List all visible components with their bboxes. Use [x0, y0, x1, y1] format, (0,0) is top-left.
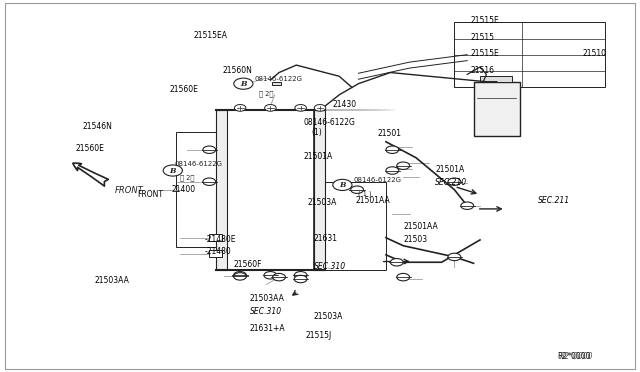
Text: 21546N: 21546N [82, 122, 112, 131]
Circle shape [294, 272, 307, 279]
Circle shape [461, 202, 474, 209]
Text: 21515: 21515 [470, 33, 494, 42]
Text: ( 1 ): ( 1 ) [358, 191, 372, 197]
Bar [216, 110, 227, 270]
Text: FRONT: FRONT [138, 190, 164, 199]
Circle shape [333, 179, 352, 190]
Text: SEC.211: SEC.211 [538, 196, 570, 205]
Text: R2*0000: R2*0000 [557, 352, 590, 361]
Text: B: B [240, 80, 246, 88]
Text: B: B [170, 167, 176, 174]
Text: 21515EA: 21515EA [193, 31, 227, 40]
Text: ＜ 2＞: ＜ 2＞ [180, 175, 194, 181]
Circle shape [386, 146, 399, 153]
Text: 21503A: 21503A [307, 198, 337, 207]
Text: 08146-6122G: 08146-6122G [254, 76, 302, 82]
Bar [273, 82, 282, 85]
Text: FRONT: FRONT [115, 186, 144, 195]
Text: 21516: 21516 [470, 66, 494, 75]
Bar [474, 82, 520, 136]
Text: 21501: 21501 [378, 129, 402, 138]
Bar [325, 182, 386, 270]
Text: 08146-6122G: 08146-6122G [353, 177, 401, 183]
Circle shape [294, 275, 307, 283]
Text: 21515E: 21515E [470, 16, 499, 25]
Text: 21560E: 21560E [170, 85, 198, 94]
Text: 21503AA: 21503AA [250, 294, 284, 303]
Circle shape [203, 146, 216, 153]
Text: 21631+A: 21631+A [250, 324, 285, 333]
Circle shape [448, 178, 461, 185]
Text: ＜ 2＞: ＜ 2＞ [259, 90, 274, 97]
Circle shape [397, 162, 410, 170]
Bar [480, 76, 512, 82]
Circle shape [234, 105, 246, 111]
Text: 21510: 21510 [582, 49, 607, 58]
Text: SEC.310: SEC.310 [314, 262, 346, 271]
Text: 21503A: 21503A [314, 312, 343, 321]
Text: B: B [339, 181, 346, 189]
Text: 21515J: 21515J [306, 331, 332, 340]
Circle shape [234, 273, 246, 280]
Text: -21480: -21480 [205, 247, 232, 256]
Text: 08146-6122G: 08146-6122G [304, 118, 356, 127]
Text: SEC.210: SEC.210 [435, 178, 467, 187]
Circle shape [234, 78, 253, 89]
Circle shape [234, 272, 246, 279]
Circle shape [386, 167, 399, 174]
Bar [209, 234, 222, 241]
Text: SEC.310: SEC.310 [250, 307, 282, 316]
Text: 21501A: 21501A [304, 152, 333, 161]
Bar [176, 132, 216, 247]
Circle shape [390, 259, 403, 266]
Text: 21430: 21430 [333, 100, 357, 109]
Bar [454, 22, 605, 87]
Circle shape [203, 178, 216, 185]
Text: -21480E: -21480E [205, 235, 236, 244]
Text: 21501AA: 21501AA [403, 222, 438, 231]
Circle shape [163, 165, 182, 176]
Text: 21503AA: 21503AA [95, 276, 129, 285]
Text: 21501AA: 21501AA [355, 196, 390, 205]
Text: 21631: 21631 [314, 234, 338, 243]
Circle shape [351, 186, 364, 193]
Circle shape [448, 253, 461, 261]
Text: 08146-6122G: 08146-6122G [175, 161, 223, 167]
Text: 21560F: 21560F [234, 260, 262, 269]
Circle shape [264, 272, 276, 279]
Bar [227, 110, 314, 270]
Circle shape [295, 105, 307, 111]
Text: 21501A: 21501A [435, 165, 465, 174]
Circle shape [265, 105, 276, 111]
Text: 21560E: 21560E [76, 144, 104, 153]
Circle shape [397, 273, 410, 281]
Text: 21515E: 21515E [470, 49, 499, 58]
Text: 21400: 21400 [171, 185, 195, 194]
Bar [209, 250, 222, 257]
Circle shape [314, 105, 326, 111]
Bar [314, 110, 325, 270]
Text: 21560N: 21560N [223, 66, 253, 75]
Text: 21503: 21503 [403, 235, 428, 244]
Circle shape [273, 273, 285, 281]
Text: R2*0000: R2*0000 [560, 352, 593, 361]
Text: (1): (1) [312, 128, 323, 137]
